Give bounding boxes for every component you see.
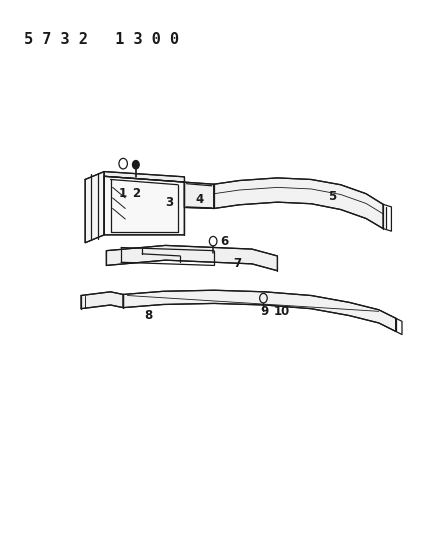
Polygon shape [123,290,395,332]
Text: 9: 9 [261,305,269,318]
Polygon shape [81,292,123,309]
Text: 2: 2 [132,187,140,200]
Text: 10: 10 [273,305,290,318]
Polygon shape [214,178,383,229]
Polygon shape [184,182,214,208]
Text: 8: 8 [144,309,153,321]
Polygon shape [85,172,104,243]
Polygon shape [104,176,184,235]
Text: 7: 7 [233,257,241,270]
Circle shape [133,160,139,169]
Text: 5 7 3 2   1 3 0 0: 5 7 3 2 1 3 0 0 [24,32,179,47]
Text: 3: 3 [166,196,174,208]
Text: 1: 1 [119,187,127,200]
Polygon shape [106,245,277,271]
Text: 4: 4 [195,193,203,206]
Polygon shape [104,172,184,182]
Text: 6: 6 [220,235,229,248]
Text: 5: 5 [328,190,336,204]
